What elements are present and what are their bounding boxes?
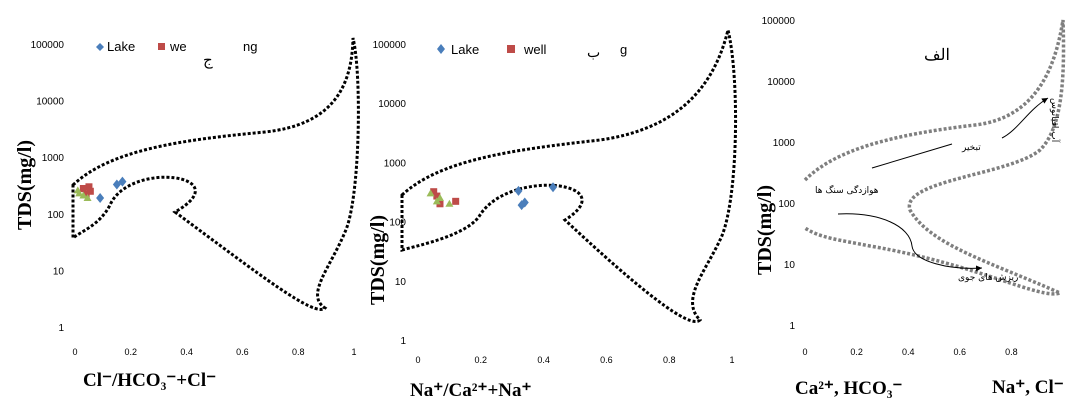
panel-3-y-tick-label: 1000 (773, 138, 796, 149)
panel-2-legend-well-marker (507, 45, 515, 53)
panel-1-y-tick-label: 10 (53, 266, 65, 277)
panel-2-legend-lake-marker (437, 44, 445, 54)
data-point-square (430, 188, 438, 196)
panel-2-legend-well: well (523, 42, 547, 57)
panel-1-x-tick-label: 0.2 (125, 347, 138, 357)
panel-3-y-tick-label: 1 (789, 321, 795, 332)
panel-1-envelope (71, 37, 360, 311)
data-point-square (433, 192, 441, 200)
data-point-triangle (426, 189, 435, 197)
panel-1-x-tick-label: 0.6 (236, 347, 249, 357)
data-point-square (86, 187, 94, 195)
panel-1-y-tick-label: 100 (47, 210, 64, 221)
panel-1-x-tick-label: 1 (351, 347, 356, 357)
data-point-diamond (514, 185, 523, 196)
data-point-square (79, 184, 87, 192)
data-point-triangle (79, 191, 88, 199)
panel-1-mark: ج (203, 53, 213, 69)
panel-2-legend-third: g (620, 42, 627, 57)
panel-3-x-tick-label: 0.8 (1005, 347, 1018, 357)
panel-3-x-tick-label: 0.4 (902, 347, 915, 357)
data-point-square (85, 183, 93, 191)
panel-1-y-axis-title: TDS(mg/l) (14, 140, 36, 230)
panel-3-envelope (803, 19, 1066, 296)
panel-1-x-axis-title: Cl⁻/HCO₃⁻+Cl⁻ (83, 370, 216, 391)
panel-2-y-tick-label: 10 (395, 277, 407, 288)
panel-2-x-tick-label: 0.6 (600, 355, 613, 365)
panel-1-y-tick-label: 10000 (36, 97, 64, 108)
panel-1-x-tick-label: 0 (72, 347, 77, 357)
panel-3-mark: الف (924, 47, 950, 64)
data-point-triangle (83, 194, 92, 202)
panel-2-x-tick-label: 0.2 (475, 355, 488, 365)
data-point-square (452, 197, 460, 205)
data-point-diamond (517, 200, 526, 211)
panel-2-legend-lake: Lake (451, 42, 479, 57)
panel-2-points (426, 182, 558, 211)
data-point-triangle (445, 199, 454, 207)
panel-2-y-tick-label: 100 (389, 218, 406, 229)
panel-1-x-tick-label: 0.4 (180, 347, 193, 357)
panel-2-mark: ب (587, 46, 600, 61)
panel-3-ocean-arrow (1001, 97, 1049, 139)
panel-3-x-tick-label: 0.6 (954, 347, 967, 357)
panel-2: TDS(mg/l) Na⁺/Ca²⁺+Na⁺ Lake well ب g 110… (367, 29, 738, 401)
panel-2-y-tick-label: 10000 (378, 99, 406, 110)
panel-1-y-tick-label: 1000 (42, 153, 65, 164)
panel-2-y-tick-label: 100000 (373, 40, 407, 51)
panel-2-y-axis-title: TDS(mg/l) (367, 215, 389, 305)
panel-3-weathering-label: هوازدگی سنگ ها (815, 184, 879, 196)
panel-3-x-axis-label-right: Na⁺, Cl⁻ (992, 377, 1064, 398)
panel-3-precipitation-label: ریزش های جوی (958, 273, 1018, 283)
panel-1-legend-third: ng (243, 39, 257, 54)
panel-3-y-tick-label: 10000 (767, 77, 795, 88)
panel-1: TDS(mg/l) Cl⁻/HCO₃⁻+Cl⁻ Lake we ng ج 110… (14, 32, 360, 391)
panel-3-y-tick-label: 100 (778, 199, 795, 210)
panel-2-x-tick-label: 0.8 (663, 355, 676, 365)
panel-2-x-tick-label: 1 (729, 355, 734, 365)
panel-1-points (73, 176, 127, 204)
panel-2-x-tick-label: 0 (415, 355, 420, 365)
data-point-diamond (96, 193, 105, 204)
data-point-square (82, 190, 90, 198)
panel-3-x-tick-label: 0 (802, 347, 807, 357)
panel-3-y-tick-label: 100000 (762, 16, 796, 27)
panel-1-legend-lake: Lake (107, 39, 135, 54)
panel-2-envelope (400, 29, 738, 323)
panel-3-x-tick-label: 0.2 (850, 347, 863, 357)
panel-1-mark-box (190, 32, 230, 92)
panel-3-x-axis-label-left: Ca²⁺, HCO₃⁻ (795, 378, 902, 399)
panel-3-y-axis-title: TDS(mg/l) (754, 185, 776, 275)
panel-1-y-tick-label: 1 (58, 323, 64, 334)
panel-3: TDS(mg/l) Ca²⁺, HCO₃⁻ Na⁺, Cl⁻ الف آب اق… (754, 16, 1066, 399)
data-point-triangle (435, 194, 444, 202)
panel-1-y-tick-label: 100000 (31, 40, 65, 51)
panel-3-evaporation-line (871, 143, 953, 169)
panel-1-x-tick-label: 0.8 (292, 347, 305, 357)
panel-3-ocean-label: آب اقیانوس (1049, 98, 1061, 143)
panel-3-evaporation-label: تبخیر (961, 143, 981, 153)
panel-1-legend-lake-marker (96, 43, 104, 51)
panel-2-y-tick-label: 1 (400, 336, 406, 347)
panel-2-y-tick-label: 1000 (384, 158, 407, 169)
data-point-diamond (549, 182, 558, 193)
panel-2-x-tick-label: 0.4 (537, 355, 550, 365)
data-point-triangle (75, 189, 84, 197)
data-point-diamond (118, 176, 127, 187)
panel-3-y-tick-label: 10 (784, 260, 796, 271)
panel-2-x-axis-title: Na⁺/Ca²⁺+Na⁺ (410, 380, 532, 401)
panel-1-legend-well: we (169, 39, 187, 54)
panel-3-precipitation-arrow (837, 213, 983, 272)
data-point-triangle (432, 197, 441, 205)
panel-1-legend-well-marker (158, 43, 165, 50)
